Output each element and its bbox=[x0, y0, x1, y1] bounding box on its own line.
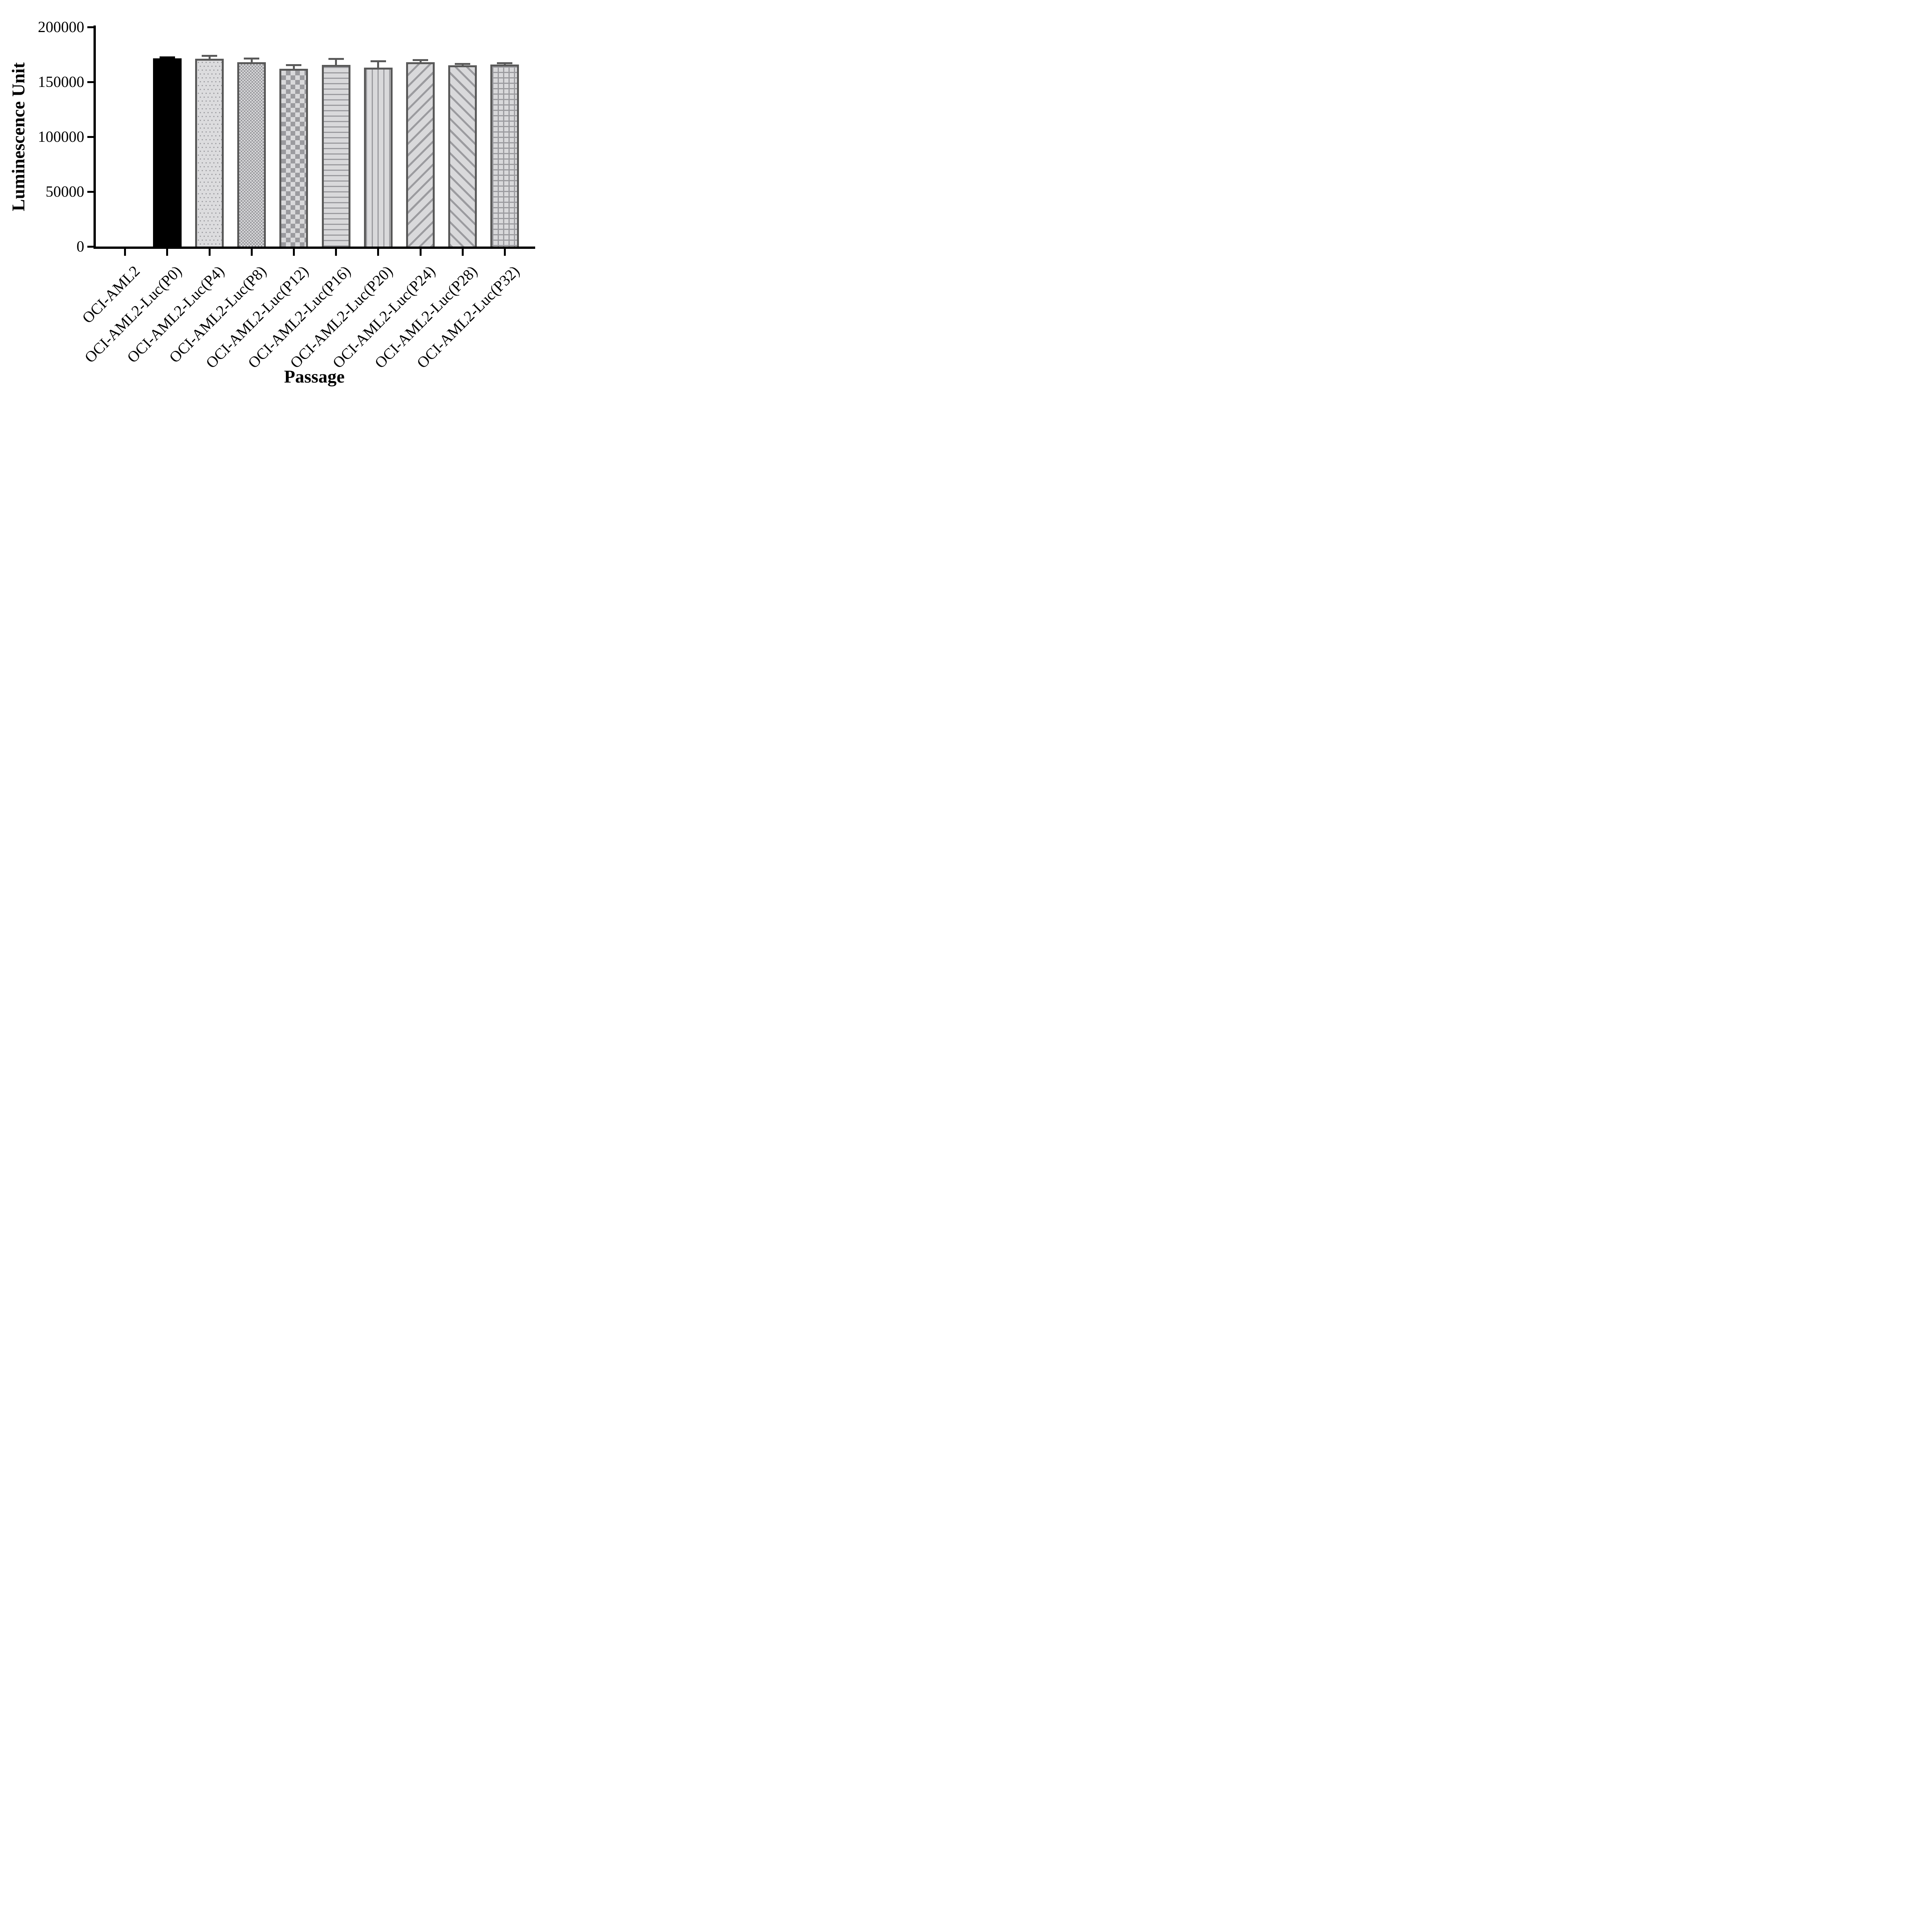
bar-OCI-AML2-Luc(P24) bbox=[406, 62, 435, 247]
x-axis-tick bbox=[461, 249, 464, 256]
y-axis-tick bbox=[87, 136, 94, 138]
error-bar-cap bbox=[370, 60, 386, 62]
y-axis-tick bbox=[87, 245, 94, 248]
y-axis-line bbox=[94, 26, 96, 249]
x-axis-tick bbox=[166, 249, 168, 256]
y-tick-label: 150000 bbox=[38, 73, 84, 90]
error-bar-stem bbox=[335, 59, 337, 66]
bar-chart-figure: Luminescence Unit Passage 0 50000 100000 15… bbox=[0, 0, 569, 404]
error-bar-cap bbox=[286, 64, 302, 66]
bar-OCI-AML2-Luc(P28) bbox=[448, 65, 477, 247]
x-axis-tick bbox=[335, 249, 337, 256]
x-axis-title: Passage bbox=[284, 367, 345, 387]
x-axis-tick bbox=[377, 249, 379, 256]
y-tick-label: 0 bbox=[77, 238, 84, 255]
bar-OCI-AML2-Luc(P8) bbox=[237, 62, 266, 247]
y-axis-tick bbox=[87, 26, 94, 28]
x-axis-tick bbox=[293, 249, 295, 256]
error-bar-stem bbox=[293, 65, 295, 70]
error-bar-cap bbox=[413, 59, 428, 61]
x-axis-tick bbox=[419, 249, 422, 256]
error-bar-cap bbox=[328, 58, 344, 60]
bar-OCI-AML2-Luc(P32) bbox=[490, 64, 519, 247]
bar-OCI-AML2-Luc(P12) bbox=[279, 68, 308, 247]
error-bar-cap bbox=[159, 56, 175, 58]
error-bar-cap bbox=[497, 62, 513, 64]
error-bar-stem bbox=[503, 63, 506, 65]
bar-OCI-AML2-Luc(P0) bbox=[153, 58, 182, 247]
error-bar-cap bbox=[455, 63, 471, 65]
y-tick-label: 100000 bbox=[38, 128, 84, 145]
error-bar-stem bbox=[461, 64, 464, 66]
error-bar-stem bbox=[377, 61, 379, 69]
bar-OCI-AML2-Luc(P16) bbox=[321, 65, 350, 247]
x-axis-tick bbox=[250, 249, 253, 256]
bar-OCI-AML2-Luc(P20) bbox=[364, 68, 393, 247]
x-axis-tick bbox=[124, 249, 126, 256]
y-axis-tick bbox=[87, 81, 94, 83]
y-tick-label: 200000 bbox=[38, 18, 84, 36]
error-bar-stem bbox=[208, 56, 211, 60]
x-axis-tick bbox=[503, 249, 506, 256]
y-tick-label: 50000 bbox=[46, 183, 84, 200]
error-bar-stem bbox=[419, 60, 422, 63]
x-axis-line bbox=[94, 247, 535, 249]
error-bar-cap bbox=[202, 55, 217, 57]
bar-OCI-AML2-Luc(P4) bbox=[195, 59, 224, 247]
x-axis-tick bbox=[208, 249, 211, 256]
error-bar-stem bbox=[250, 58, 253, 63]
error-bar-cap bbox=[244, 58, 260, 60]
y-axis-tick bbox=[87, 190, 94, 193]
